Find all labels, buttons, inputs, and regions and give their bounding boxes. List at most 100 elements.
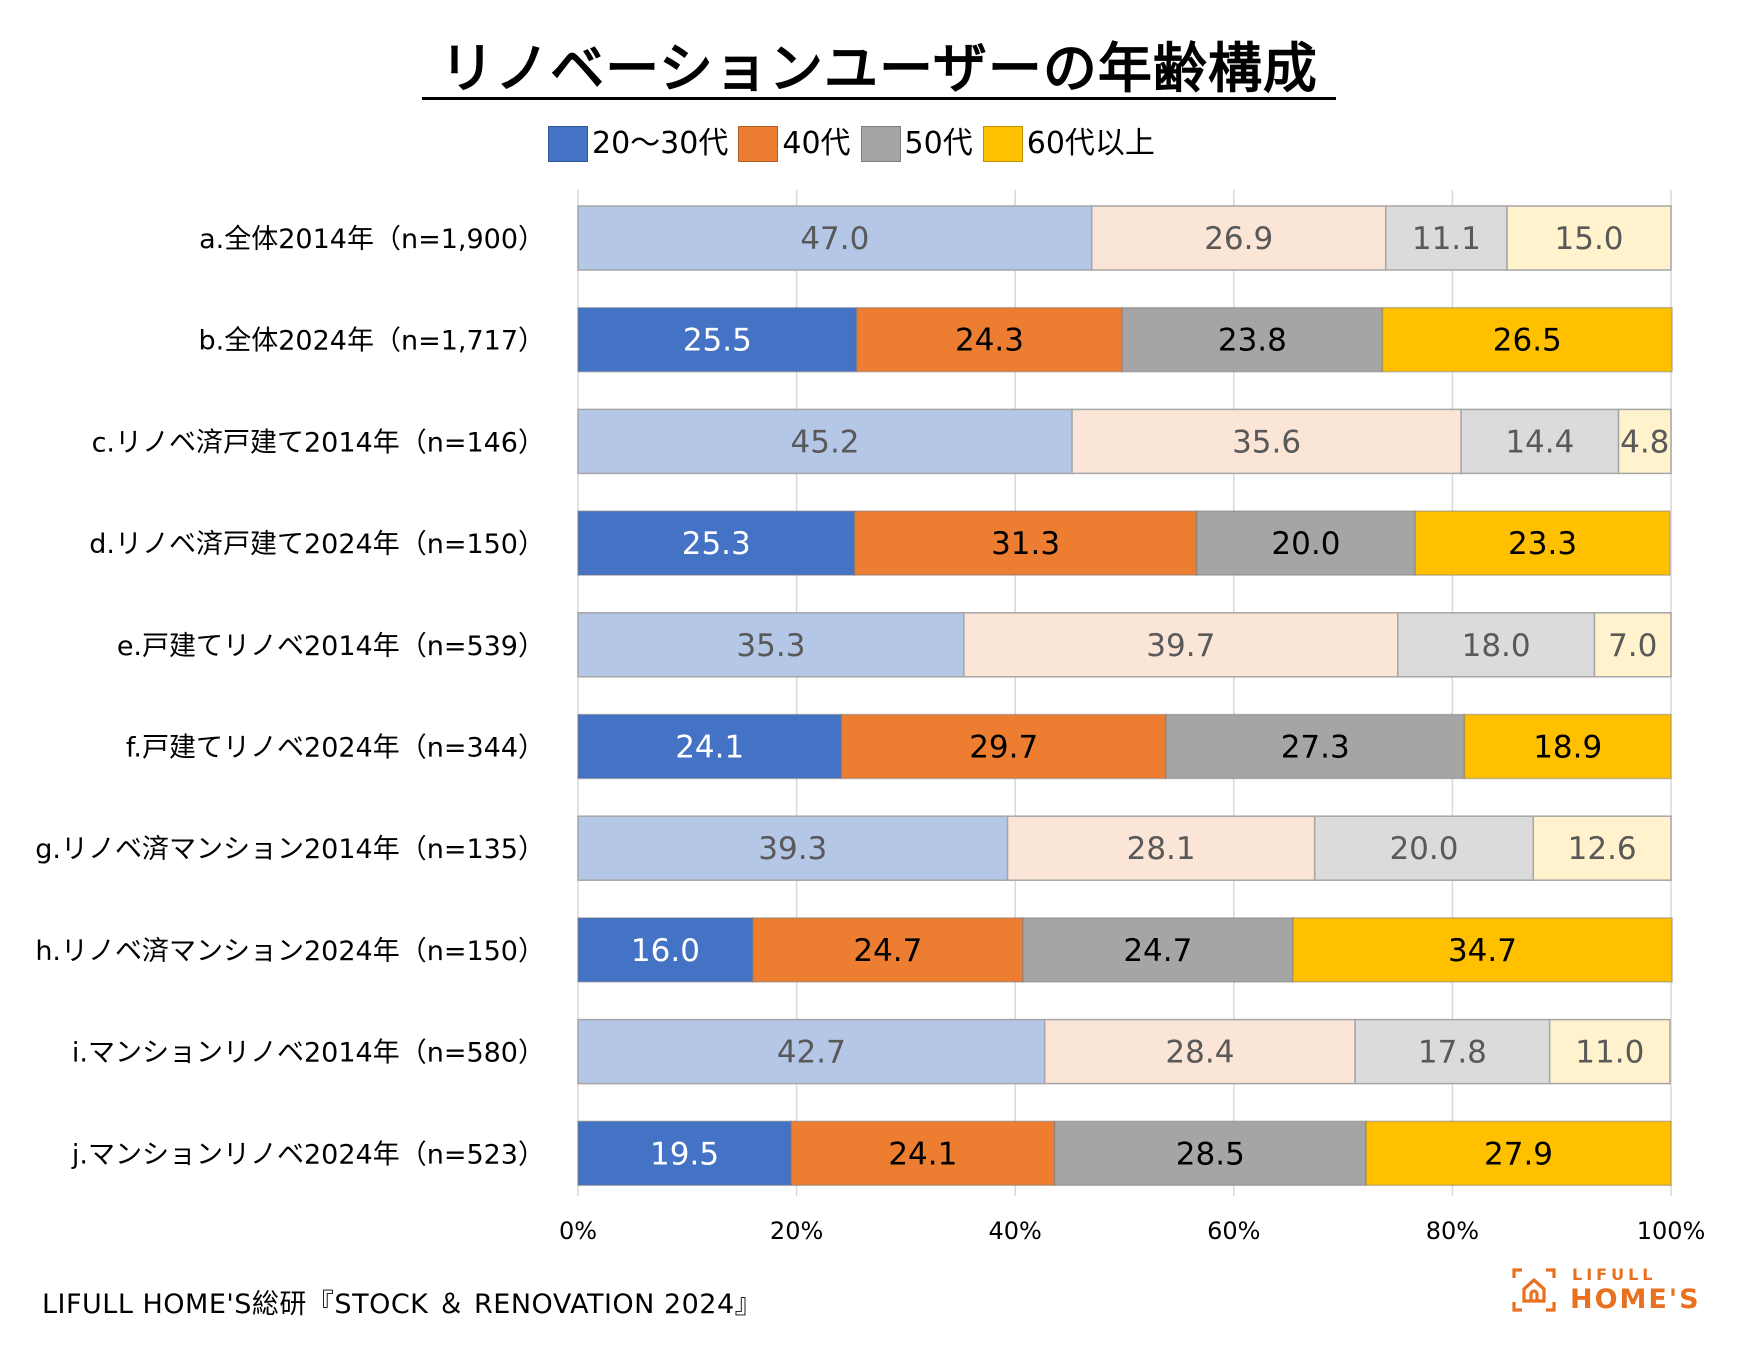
data-label: 26.5: [1493, 323, 1562, 359]
bar-segment: [1617, 408, 1672, 475]
category-label: a.全体2014年（n=1,900）: [199, 224, 545, 255]
legend-swatch: [860, 126, 901, 162]
category-labels: a.全体2014年（n=1,900） b.全体2024年（n=1,717） c.リノ…: [35, 224, 545, 1170]
data-label: 11.0: [1575, 1035, 1644, 1071]
x-tick-label: 100%: [1637, 1217, 1706, 1245]
bar-segment: [1460, 408, 1620, 475]
data-label: 28.4: [1165, 1035, 1234, 1071]
bar-segment: [1292, 917, 1673, 983]
bar-segment: [1381, 306, 1673, 373]
title-underline: [422, 97, 1336, 100]
data-label: 34.7: [1448, 933, 1517, 969]
data-label: 29.7: [969, 730, 1038, 766]
bar-segment: [963, 612, 1399, 678]
chart-title: リノベーションユーザーの年齢構成: [440, 37, 1318, 100]
data-label: 24.1: [888, 1136, 957, 1172]
bar-segment: [1463, 713, 1672, 780]
bar-segment: [577, 612, 965, 678]
category-label: b.全体2024年（n=1,717）: [199, 326, 545, 357]
chart: 47.0 26.9 11.1 15.0 25.5 24.3 23.8 26.5 45.2 35.6…: [35, 190, 1705, 1245]
bar-segment: [1354, 1018, 1551, 1085]
data-label: 24.3: [955, 323, 1024, 359]
legend-label: 40代: [782, 126, 851, 161]
legend-label: 20～30代: [592, 126, 729, 161]
category-label: h.リノベ済マンション2024年（n=150）: [35, 936, 545, 967]
category-label: f.戸建てリノベ2024年（n=344）: [126, 733, 545, 764]
category-label: i.マンションリノベ2014年（n=580）: [72, 1038, 545, 1069]
bar-segment: [1043, 1018, 1356, 1085]
data-label: 4.8: [1620, 424, 1669, 460]
data-label: 24.7: [1123, 933, 1192, 969]
x-tick-labels: 0% 20% 40% 60% 80% 100%: [559, 1217, 1705, 1245]
bar-segment: [577, 510, 856, 576]
x-tick-label: 80%: [1426, 1217, 1479, 1245]
data-label: 28.1: [1127, 831, 1196, 867]
legend: 20～30代 40代 50代 60代以上: [548, 125, 1165, 163]
data-label: 14.4: [1505, 424, 1574, 460]
bar-segment: [1165, 713, 1466, 780]
bar-segment: [752, 917, 1024, 983]
data-label: 28.5: [1176, 1136, 1245, 1172]
category-label: j.マンションリノベ2024年（n=523）: [71, 1139, 545, 1170]
bar-segment: [1532, 815, 1672, 881]
data-label: 42.7: [777, 1035, 846, 1071]
data-label: 39.7: [1146, 628, 1215, 664]
data-label: 15.0: [1555, 221, 1624, 257]
data-label: 35.3: [736, 628, 805, 664]
data-label: 17.8: [1418, 1035, 1487, 1071]
data-label: 25.5: [683, 323, 752, 359]
bar-segment: [1593, 612, 1672, 678]
x-tick-label: 0%: [559, 1217, 597, 1245]
legend-swatch: [982, 126, 1023, 162]
legend-swatch: [738, 126, 779, 162]
bar-segment: [1384, 205, 1508, 271]
legend-item: 60代以上: [982, 125, 1155, 163]
data-label: 45.2: [791, 424, 860, 460]
category-label: c.リノベ済戸建て2014年（n=146）: [92, 427, 545, 458]
legend-swatch: [548, 126, 588, 162]
data-label: 16.0: [631, 933, 700, 969]
bar-segment: [1006, 815, 1316, 881]
x-tick-label: 40%: [989, 1217, 1042, 1245]
data-label: 18.0: [1462, 628, 1531, 664]
logo-text-lifull: LIFULL: [1572, 1265, 1657, 1284]
category-label: g.リノベ済マンション2014年（n=135）: [35, 834, 545, 865]
data-label: 24.1: [675, 730, 744, 766]
data-label: 12.6: [1568, 831, 1637, 867]
data-label: 19.5: [650, 1136, 719, 1172]
data-label: 35.6: [1232, 424, 1301, 460]
category-label: e.戸建てリノベ2014年（n=539）: [117, 631, 545, 662]
bar-segment: [577, 205, 1093, 271]
bar-segment: [840, 713, 1167, 780]
bar-segment: [1548, 1018, 1671, 1085]
bar-segment: [577, 1120, 792, 1187]
bar-segment: [1071, 408, 1462, 475]
data-label: 39.3: [758, 831, 827, 867]
x-tick-label: 20%: [770, 1217, 823, 1245]
bar-segment: [1397, 612, 1596, 678]
source-credit: LIFULL HOME'S総研『STOCK ＆ RENOVATION 2024』: [42, 1289, 763, 1320]
house-logo-icon: [1512, 1268, 1556, 1312]
bar-segment: [1506, 205, 1672, 271]
data-label: 18.9: [1533, 730, 1602, 766]
bar-segment: [1022, 917, 1294, 983]
bar-segment: [1414, 510, 1671, 576]
bar-segment: [1195, 510, 1416, 576]
category-label: d.リノベ済戸建て2024年（n=150）: [89, 529, 545, 560]
bar-segment: [855, 306, 1124, 373]
legend-label: 50代: [904, 126, 973, 161]
data-label: 31.3: [991, 526, 1060, 562]
data-label: 27.9: [1484, 1136, 1553, 1172]
bar-segment: [853, 510, 1198, 576]
data-label: 20.0: [1389, 831, 1458, 867]
bar-segment: [1313, 815, 1535, 881]
bars: [577, 205, 1673, 1187]
legend-item: 40代: [738, 125, 851, 163]
bar-segment: [577, 306, 858, 373]
bar-segment: [577, 917, 754, 983]
data-label: 47.0: [800, 221, 869, 257]
bar-segment: [577, 713, 843, 780]
x-tick-label: 60%: [1207, 1217, 1260, 1245]
legend-label: 60代以上: [1026, 126, 1155, 161]
data-label: 23.3: [1508, 526, 1577, 562]
